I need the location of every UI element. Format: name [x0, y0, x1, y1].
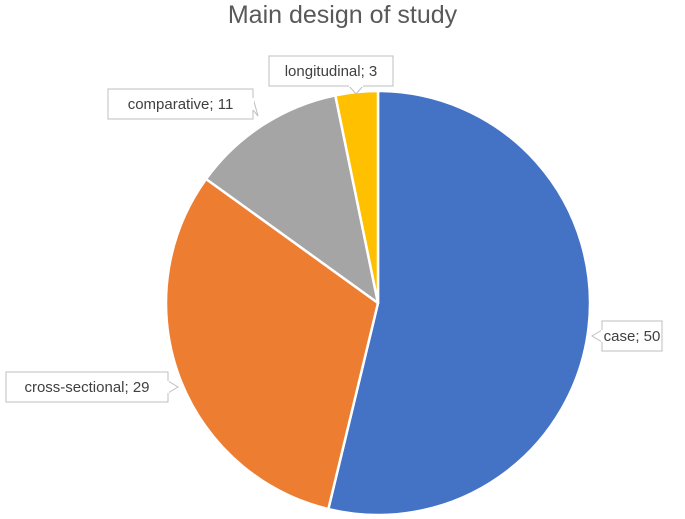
callout-box — [601, 320, 663, 352]
data-label-case: case; 50 — [591, 320, 663, 352]
pie-slice-cross-sectional — [164, 177, 380, 511]
data-label-text: case; 50 — [604, 328, 661, 345]
data-label-comparative: comparative; 11 — [107, 88, 259, 120]
pie-slice-comparative — [204, 94, 380, 305]
callout-pointer — [591, 329, 603, 343]
data-label-cross-sectional: cross-sectional; 29 — [5, 371, 179, 403]
data-label-longitudinal: longitudinal; 3 — [268, 55, 394, 95]
pie-slice-case — [327, 89, 592, 517]
data-label-text: longitudinal; 3 — [285, 63, 378, 80]
chart-title: Main design of study — [227, 1, 458, 29]
data-label-text: comparative; 11 — [128, 96, 234, 113]
callout-pointer — [167, 380, 179, 394]
callout-box — [107, 88, 254, 120]
data-label-text: cross-sectional; 29 — [24, 379, 149, 396]
callout-box — [268, 55, 394, 87]
